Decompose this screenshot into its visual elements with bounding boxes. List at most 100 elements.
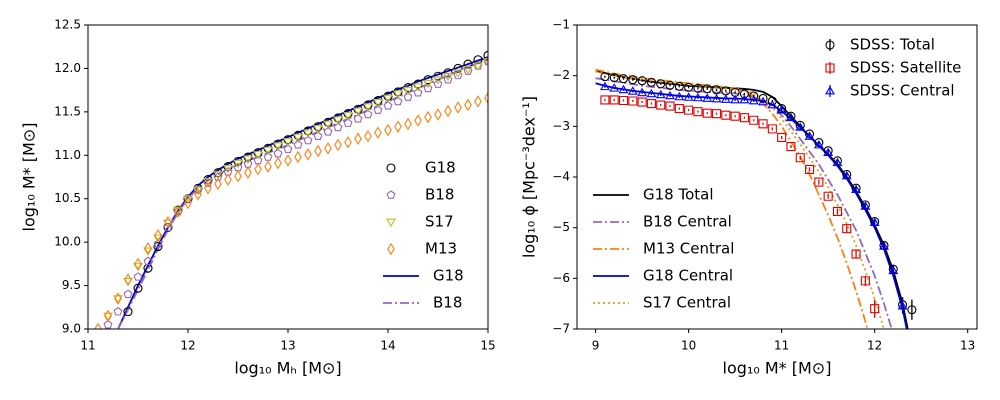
marker (344, 136, 352, 149)
marker (823, 147, 834, 157)
marker (739, 113, 749, 123)
marker (463, 65, 473, 75)
marker (674, 81, 684, 91)
y-tick-label: −6 (552, 271, 570, 285)
marker (423, 75, 433, 85)
marker (324, 142, 332, 155)
marker (163, 222, 173, 232)
x-tick-label: 15 (480, 339, 495, 353)
marker (263, 152, 273, 161)
marker (832, 206, 843, 217)
marker (104, 309, 112, 323)
marker (303, 129, 313, 138)
y-tick-label: −7 (552, 322, 570, 336)
marker (739, 89, 749, 99)
marker (413, 88, 423, 97)
marker (373, 105, 383, 114)
marker (795, 120, 805, 130)
marker (113, 295, 123, 304)
y-tick-label: 10.5 (54, 191, 81, 205)
x-axis-label: log₁₀ Mₕ [M⊙] (234, 359, 341, 378)
x-tick-label: 14 (380, 339, 395, 353)
marker (777, 132, 787, 143)
marker (720, 94, 731, 103)
marker (143, 247, 153, 256)
marker (114, 292, 122, 305)
marker (870, 304, 880, 314)
marker (758, 96, 769, 106)
marker (364, 129, 372, 143)
marker (600, 72, 610, 82)
marker (174, 205, 182, 218)
marker (599, 81, 610, 91)
marker (184, 196, 192, 210)
marker (303, 135, 313, 145)
marker (684, 105, 694, 115)
marker (294, 150, 302, 164)
marker (860, 201, 871, 210)
x-tick-label: 12 (867, 339, 882, 353)
plot-area (94, 50, 488, 329)
marker (183, 195, 193, 204)
marker (144, 241, 152, 255)
marker (674, 91, 685, 101)
legend-swatch (387, 242, 395, 256)
x-tick-label: 11 (80, 339, 95, 353)
marker (656, 100, 666, 110)
marker (453, 70, 463, 80)
y-tick-label: 9.0 (62, 322, 81, 336)
legend-label: G18 Total (643, 186, 714, 204)
marker (403, 92, 413, 101)
marker (804, 131, 815, 140)
marker (795, 153, 805, 163)
marker (284, 154, 292, 167)
marker (384, 123, 392, 137)
marker (637, 87, 648, 97)
marker (869, 217, 880, 226)
legend-label: M13 (425, 240, 457, 258)
marker (618, 74, 629, 84)
marker (444, 104, 452, 118)
marker (133, 272, 143, 281)
marker (193, 186, 203, 196)
marker (333, 116, 343, 125)
marker (776, 105, 787, 114)
marker (842, 224, 852, 234)
marker (627, 86, 638, 95)
marker (646, 98, 656, 109)
marker (143, 256, 153, 266)
marker (443, 75, 453, 84)
marker (383, 101, 393, 110)
marker (194, 188, 202, 201)
marker (897, 301, 908, 310)
marker (637, 76, 647, 86)
marker (353, 107, 363, 117)
series-line (595, 69, 909, 329)
y-tick-label: 11.0 (54, 148, 81, 162)
marker (224, 173, 232, 186)
legend-label: SDSS: Central (850, 82, 955, 100)
marker (483, 58, 488, 67)
marker (343, 111, 353, 121)
marker (213, 172, 223, 181)
marker (293, 133, 303, 143)
marker (805, 164, 815, 174)
y-tick-label: 9.5 (62, 278, 81, 292)
y-tick-label: 11.5 (54, 104, 81, 118)
marker (263, 146, 273, 156)
marker (123, 307, 133, 317)
marker (323, 127, 333, 136)
x-tick-label: 12 (180, 339, 195, 353)
marker (94, 322, 102, 329)
marker (665, 90, 675, 100)
marker (434, 108, 442, 121)
legend-label: S17 Central (643, 294, 731, 312)
marker (463, 59, 473, 69)
marker (404, 117, 412, 131)
marker (739, 94, 750, 104)
legend-swatch (386, 190, 396, 199)
y-axis-label: log₁₀ ϕ [Mpc⁻³dex⁻¹] (520, 96, 539, 258)
y-tick-label: −1 (552, 18, 570, 32)
legend-label: S17 (425, 213, 454, 231)
marker (254, 162, 262, 176)
